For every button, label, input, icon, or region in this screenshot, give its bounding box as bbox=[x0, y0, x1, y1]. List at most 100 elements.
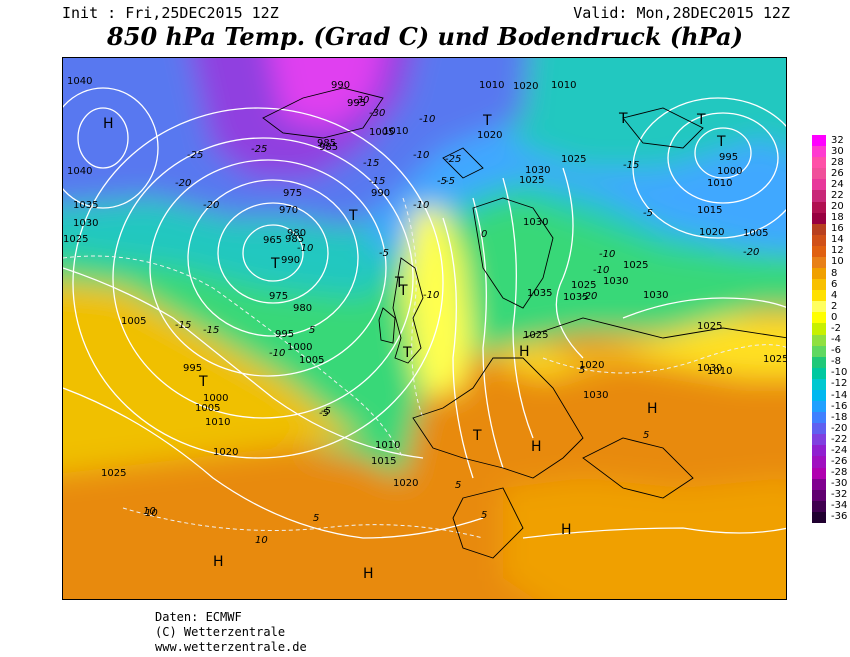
colorbar-segment bbox=[812, 511, 826, 524]
isobar-label: 1020 bbox=[393, 478, 418, 489]
colorbar-segment bbox=[812, 401, 826, 413]
isobar-label: 1040 bbox=[67, 76, 92, 87]
colorbar-segment bbox=[812, 423, 826, 435]
isobar-label: 1035 bbox=[563, 292, 588, 303]
colorbar-segment bbox=[812, 356, 826, 369]
isobar-label: 1025 bbox=[697, 321, 722, 332]
isobar-label: 1030 bbox=[525, 165, 550, 176]
isobar-label: 1005 bbox=[369, 127, 394, 138]
isobar-label: 1000 bbox=[287, 342, 312, 353]
isotherm-label: -10 bbox=[413, 200, 429, 211]
isobar-label: 975 bbox=[269, 291, 288, 302]
isobar-label: 1025 bbox=[561, 154, 586, 165]
isobar-label: 995 bbox=[275, 329, 294, 340]
pressure-center-marker: T bbox=[618, 111, 628, 127]
isobar-label: 1000 bbox=[203, 393, 228, 404]
colorbar-label: -22 bbox=[831, 433, 848, 445]
isotherm-label: 5 bbox=[455, 480, 461, 491]
isotherm-label: -10 bbox=[593, 265, 609, 276]
colorbar-segment bbox=[812, 434, 826, 446]
isotherm-label: -20 bbox=[581, 291, 597, 302]
isotherm-label: -5 bbox=[321, 406, 331, 417]
isotherm-label: -20 bbox=[743, 247, 759, 258]
colorbar-label: -26 bbox=[831, 456, 848, 468]
isotherm-label: -10 bbox=[423, 290, 439, 301]
isobar-label: 980 bbox=[293, 303, 312, 314]
colorbar-label: 12 bbox=[831, 245, 844, 257]
isobar-label: 1020 bbox=[699, 227, 724, 238]
colorbar-segment bbox=[812, 456, 826, 469]
isobar-label: 1025 bbox=[101, 468, 126, 479]
isobar-label: 1010 bbox=[707, 366, 732, 377]
colorbar-label: 32 bbox=[831, 134, 844, 146]
colorbar-segment bbox=[812, 323, 826, 336]
isobar-label: 1020 bbox=[213, 447, 238, 458]
isobar-label: 965 bbox=[263, 235, 282, 246]
pressure-center-marker: H bbox=[561, 522, 572, 538]
colorbar-label: -16 bbox=[831, 400, 848, 412]
isotherm-label: 10 bbox=[255, 535, 268, 546]
map-title: 850 hPa Temp. (Grad C) und Bodendruck (h… bbox=[107, 22, 743, 51]
isobar-label: 1015 bbox=[697, 205, 722, 216]
colorbar-label: 4 bbox=[831, 289, 838, 301]
pressure-center-marker: T bbox=[394, 275, 404, 291]
pressure-center-marker: H bbox=[103, 116, 114, 132]
footer: Daten: ECMWF (C) Wetterzentrale www.wett… bbox=[155, 610, 307, 655]
colorbar-label: 14 bbox=[831, 234, 844, 246]
website-link[interactable]: www.wetterzentrale.de bbox=[155, 640, 307, 654]
isobar-label: 1030 bbox=[603, 276, 628, 287]
isobar-label: 1005 bbox=[195, 403, 220, 414]
colorbar-segment bbox=[812, 489, 826, 502]
colorbar-segment bbox=[812, 367, 826, 380]
weather-map: 1040 1040 1035 1030 1025 1005 995 1000 1005 1010 1… bbox=[62, 57, 787, 600]
pressure-label-layer: 1040104010351030102510059951000100510101… bbox=[63, 76, 786, 489]
isotherm-label: -15 bbox=[175, 320, 191, 331]
colorbar-label: 0 bbox=[831, 311, 838, 323]
isobar-label: 985 bbox=[317, 138, 336, 149]
colorbar-segment bbox=[812, 135, 826, 147]
isotherm-label: -15 bbox=[363, 158, 379, 169]
pressure-center-marker: H bbox=[531, 439, 542, 455]
colorbar-segment bbox=[812, 467, 826, 480]
isobar-label: 1030 bbox=[643, 290, 668, 301]
colorbar-segment bbox=[812, 212, 826, 225]
isotherm-label: 5 bbox=[481, 510, 487, 521]
colorbar-segment bbox=[812, 256, 826, 269]
colorbar-label: -14 bbox=[831, 389, 848, 401]
isobar-label: 1015 bbox=[371, 456, 396, 467]
colorbar-segment bbox=[812, 334, 826, 347]
pressure-center-marker: T bbox=[348, 208, 358, 224]
colorbar-segment bbox=[812, 234, 826, 247]
isobar-label: 1020 bbox=[513, 81, 538, 92]
isotherm-label: 10 bbox=[145, 508, 158, 519]
colorbar-segment bbox=[812, 201, 826, 214]
colorbar-label: 2 bbox=[831, 300, 838, 312]
isobar-label: 1025 bbox=[519, 175, 544, 186]
isobar-label: 1005 bbox=[743, 228, 768, 239]
isobar-label: 1000 bbox=[717, 166, 742, 177]
pressure-center-marker: H bbox=[363, 566, 374, 582]
isotherm-label: -15 bbox=[623, 160, 639, 171]
pressure-center-marker: T bbox=[696, 112, 706, 128]
isobar-label: 980 bbox=[287, 228, 306, 239]
coastlines bbox=[262, 87, 786, 559]
pressure-center-marker: H bbox=[213, 554, 224, 570]
isotherm-label: -25 bbox=[445, 154, 461, 165]
isobar-label: 975 bbox=[283, 188, 302, 199]
temperature-fill bbox=[63, 58, 786, 599]
pressure-center-marker: T bbox=[482, 113, 492, 129]
pressure-center-marker: T bbox=[402, 345, 412, 361]
isobars bbox=[63, 87, 786, 539]
isotherm-label: -10 bbox=[599, 249, 615, 260]
isobar-label: 1025 bbox=[623, 260, 648, 271]
isotherm-label: -25 bbox=[187, 150, 203, 161]
colorbar-segment bbox=[812, 245, 826, 258]
colorbar-label: 30 bbox=[831, 145, 844, 157]
isotherm-label: 5 bbox=[309, 325, 315, 336]
copyright: (C) Wetterzentrale bbox=[155, 625, 286, 639]
isotherm-label: 0 bbox=[481, 229, 487, 240]
isobar-label: 1010 bbox=[479, 80, 504, 91]
colorbar-segment bbox=[812, 500, 826, 513]
isotherm-label: -15 bbox=[369, 176, 385, 187]
